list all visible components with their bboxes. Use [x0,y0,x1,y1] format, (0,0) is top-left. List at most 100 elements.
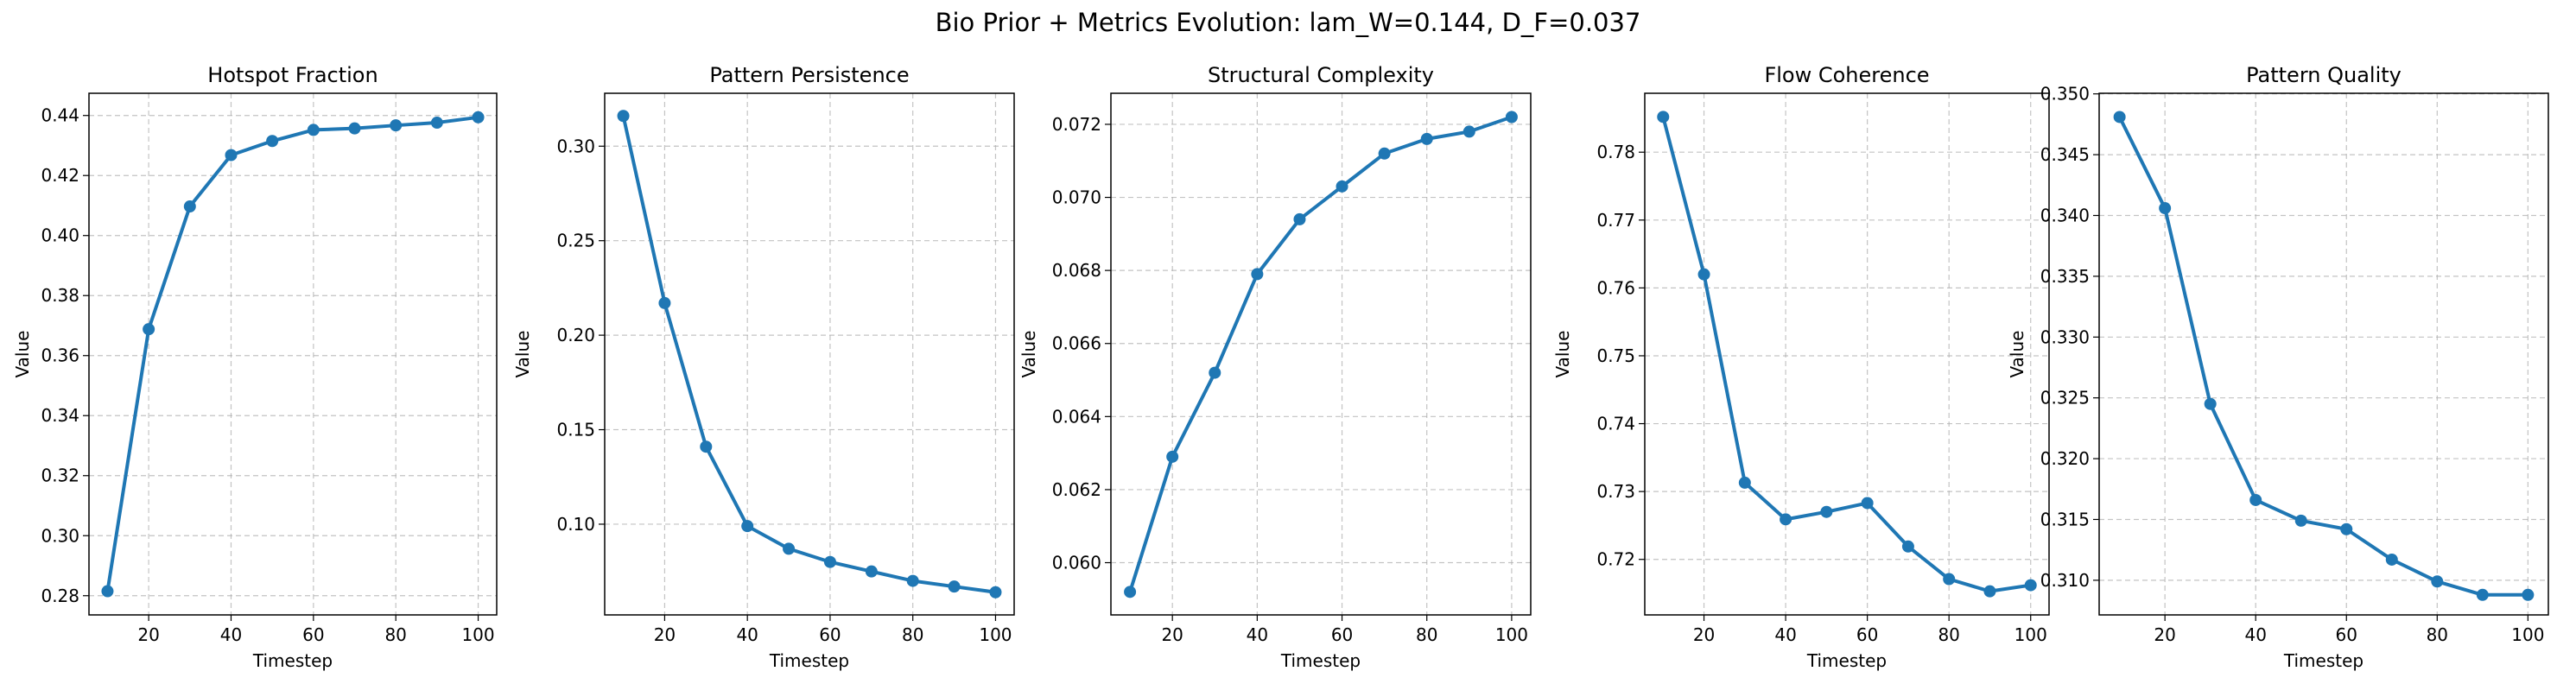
y-tick-label: 0.38 [41,285,79,306]
x-tick-label: 80 [384,624,406,645]
data-point [823,555,836,568]
y-tick-label: 0.40 [41,225,79,246]
data-point [1657,111,1670,124]
x-tick-label: 100 [2511,624,2544,645]
data-point [1780,513,1792,526]
data-point [2385,553,2398,566]
x-tick-label: 60 [302,624,324,645]
y-tick-label: 0.77 [1596,210,1635,231]
y-tick-label: 0.34 [41,405,79,426]
chart-title: Hotspot Fraction [207,63,378,87]
data-point [700,440,713,453]
data-point [101,585,114,598]
y-tick-label: 0.32 [41,466,79,486]
data-point [2522,588,2535,601]
y-tick-label: 0.74 [1596,414,1635,434]
x-axis-label: Timestep [252,650,333,671]
x-tick-label: 80 [1416,624,1437,645]
x-tick-label: 100 [461,624,494,645]
data-point [1943,573,1956,586]
data-point [2159,202,2172,215]
y-tick-label: 0.72 [1596,549,1635,570]
data-point [2249,493,2262,506]
series-line [1128,115,1513,594]
y-tick-label: 0.15 [556,420,595,440]
x-axis-label: Timestep [1280,650,1361,671]
series-line [2117,115,2530,597]
x-tick-label: 20 [654,624,676,645]
data-point [1901,540,1914,553]
y-tick-label: 0.068 [1052,260,1101,281]
data-point [266,135,279,148]
data-point [430,117,443,130]
data-point [1293,212,1306,225]
y-tick-label: 0.066 [1052,333,1101,354]
x-tick-label: 60 [819,624,841,645]
x-axis-label: Timestep [769,650,849,671]
y-tick-label: 0.75 [1596,345,1635,366]
y-tick-label: 0.30 [556,136,595,156]
series-line [1661,115,2033,593]
data-point [1983,585,1996,598]
chart-title: Pattern Quality [2246,63,2402,87]
data-point [1209,366,1221,379]
data-point [1378,147,1391,160]
data-point [348,122,361,135]
y-tick-label: 0.064 [1052,406,1101,427]
data-point [1861,497,1874,510]
data-point [1462,125,1475,138]
y-tick-label: 0.345 [2040,144,2090,165]
chart-title: Structural Complexity [1208,63,1434,87]
x-tick-label: 20 [1693,624,1715,645]
data-point [1697,268,1710,281]
x-tick-label: 80 [2427,624,2448,645]
y-tick-label: 0.315 [2040,509,2090,529]
x-axis-label: Timestep [1806,650,1887,671]
data-point [1251,268,1264,281]
chart-panel-5: 20 40 60 80 100 0.310 0.315 0.320 0.325 0.330 0.33… [2007,63,2549,671]
y-axis-label: Value [12,331,33,378]
x-tick-label: 80 [902,624,923,645]
data-point [906,574,919,587]
y-tick-label: 0.78 [1596,142,1635,162]
y-tick-label: 0.28 [41,586,79,606]
data-point [948,580,961,593]
y-tick-label: 0.062 [1052,479,1101,500]
data-point [2476,588,2489,601]
y-axis-label: Value [512,331,533,378]
y-tick-label: 0.310 [2040,570,2090,591]
plot-frame [1110,92,1532,616]
y-tick-label: 0.330 [2040,326,2090,347]
data-point [1738,476,1751,489]
x-tick-label: 40 [1247,624,1268,645]
y-tick-label: 0.072 [1052,114,1101,135]
chart-title: Pattern Persistence [709,63,909,87]
data-point [2294,514,2307,527]
figure-title: Bio Prior + Metrics Evolution: lam_W=0.1… [936,8,1641,37]
x-tick-label: 40 [1774,624,1796,645]
data-point [617,110,630,123]
data-point [1420,132,1433,145]
plot-frame [88,92,498,616]
data-point [2204,397,2217,410]
x-tick-label: 40 [220,624,242,645]
data-point [1166,450,1179,463]
y-axis-label: Value [1552,331,1573,378]
y-tick-label: 0.42 [41,165,79,186]
y-tick-label: 0.070 [1052,187,1101,208]
data-point [225,149,238,162]
y-axis-label: Value [2007,331,2027,378]
x-tick-label: 80 [1938,624,1959,645]
x-tick-label: 20 [1161,624,1183,645]
x-axis-label: Timestep [2283,650,2363,671]
y-tick-label: 0.36 [41,345,79,366]
x-tick-label: 60 [1856,624,1878,645]
x-tick-label: 100 [2014,624,2047,645]
data-point [1505,111,1518,124]
data-point [658,296,671,309]
y-tick-label: 0.30 [41,525,79,546]
x-tick-label: 100 [979,624,1012,645]
y-axis-label: Value [1018,331,1039,378]
data-point [307,124,320,136]
